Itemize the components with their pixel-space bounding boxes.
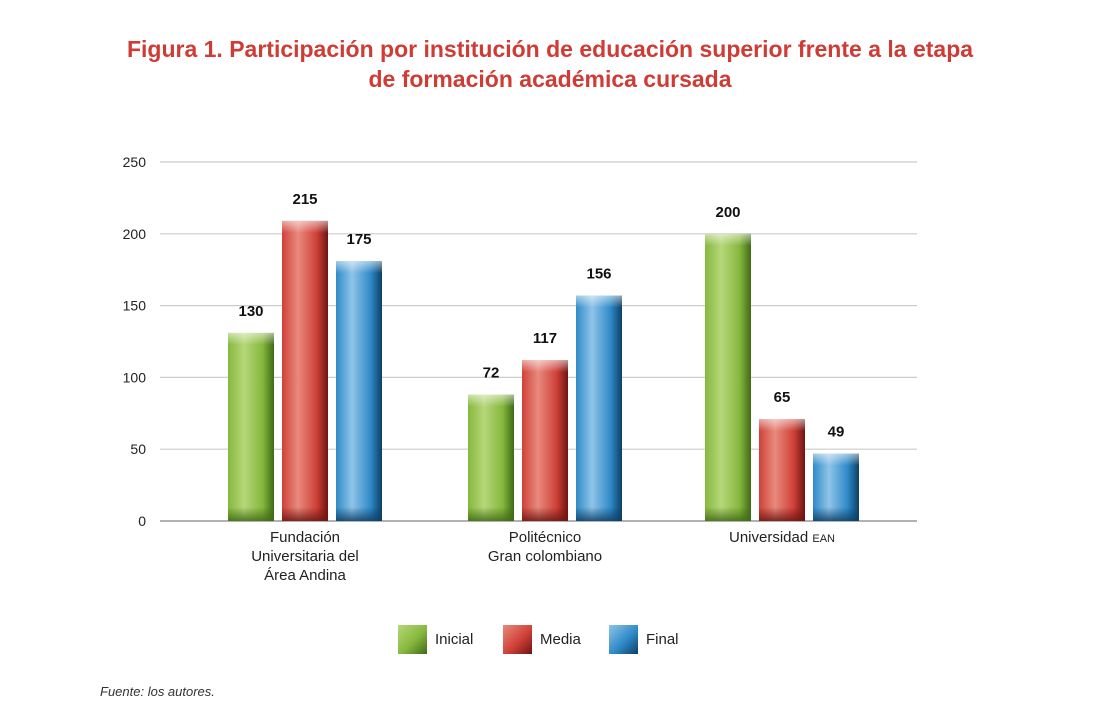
legend-item-final: Final: [609, 624, 679, 654]
legend-swatch: [503, 624, 532, 654]
data-label: 49: [828, 424, 845, 441]
bar-final: [336, 261, 382, 521]
bar-inicial: [705, 233, 751, 522]
category-label-fundacion: Fundación Universitaria del Área Andina: [185, 528, 425, 585]
y-tick-label: 0: [138, 513, 146, 529]
data-label: 117: [533, 330, 557, 347]
legend-swatch: [398, 624, 427, 654]
category-label-line: Politécnico: [508, 529, 582, 546]
data-label: 200: [715, 204, 740, 221]
legend-label: Inicial: [435, 630, 474, 648]
legend-label: Media: [540, 630, 581, 648]
chart-title-line-2: de formación académica cursada: [368, 66, 732, 92]
bar-inicial: [468, 394, 514, 521]
category-label-line: Área Andina: [264, 567, 346, 584]
legend-swatch: [609, 624, 638, 654]
data-label: 72: [483, 365, 500, 382]
y-axis: 0 50 100 150 200 250: [123, 154, 147, 529]
chart-title-line-1: Figura 1. Participación por institución …: [126, 36, 974, 62]
category-label-name: Universidad: [728, 529, 809, 546]
data-label: 215: [292, 191, 317, 208]
data-labels: 130 215 175 72 117 156 200 65 49: [238, 191, 844, 441]
y-tick-label: 100: [123, 369, 147, 385]
bar-final: [813, 453, 859, 521]
data-label: 175: [346, 231, 371, 248]
bar-media: [282, 220, 328, 521]
bar-final: [576, 295, 622, 521]
legend-label: Final: [646, 630, 679, 648]
category-label-politecnico: Politécnico Gran colombiano: [425, 528, 665, 566]
y-tick-label: 150: [123, 298, 147, 314]
chart-title: Figura 1. Participación por institución …: [60, 34, 1040, 94]
data-label: 65: [774, 389, 791, 406]
bar-inicial: [228, 332, 274, 521]
bars: [228, 220, 859, 522]
bar-media: [759, 419, 805, 521]
category-label-line: Gran colombiano: [487, 548, 603, 565]
source-note: Fuente: los autores.: [100, 684, 215, 699]
data-label: 130: [238, 303, 263, 320]
category-label-suffix: EAN: [812, 533, 835, 545]
y-tick-label: 50: [130, 441, 146, 457]
legend-item-inicial: Inicial: [398, 624, 473, 654]
category-label-universidad-ean: Universidad EAN: [662, 528, 902, 549]
y-tick-label: 250: [123, 154, 147, 170]
category-label-line: Universitaria del: [251, 548, 359, 565]
category-label-line: Fundación: [269, 529, 341, 546]
data-label: 156: [586, 266, 611, 283]
bar-media: [522, 360, 568, 521]
legend-item-media: Media: [503, 624, 581, 654]
y-tick-label: 200: [123, 226, 147, 242]
